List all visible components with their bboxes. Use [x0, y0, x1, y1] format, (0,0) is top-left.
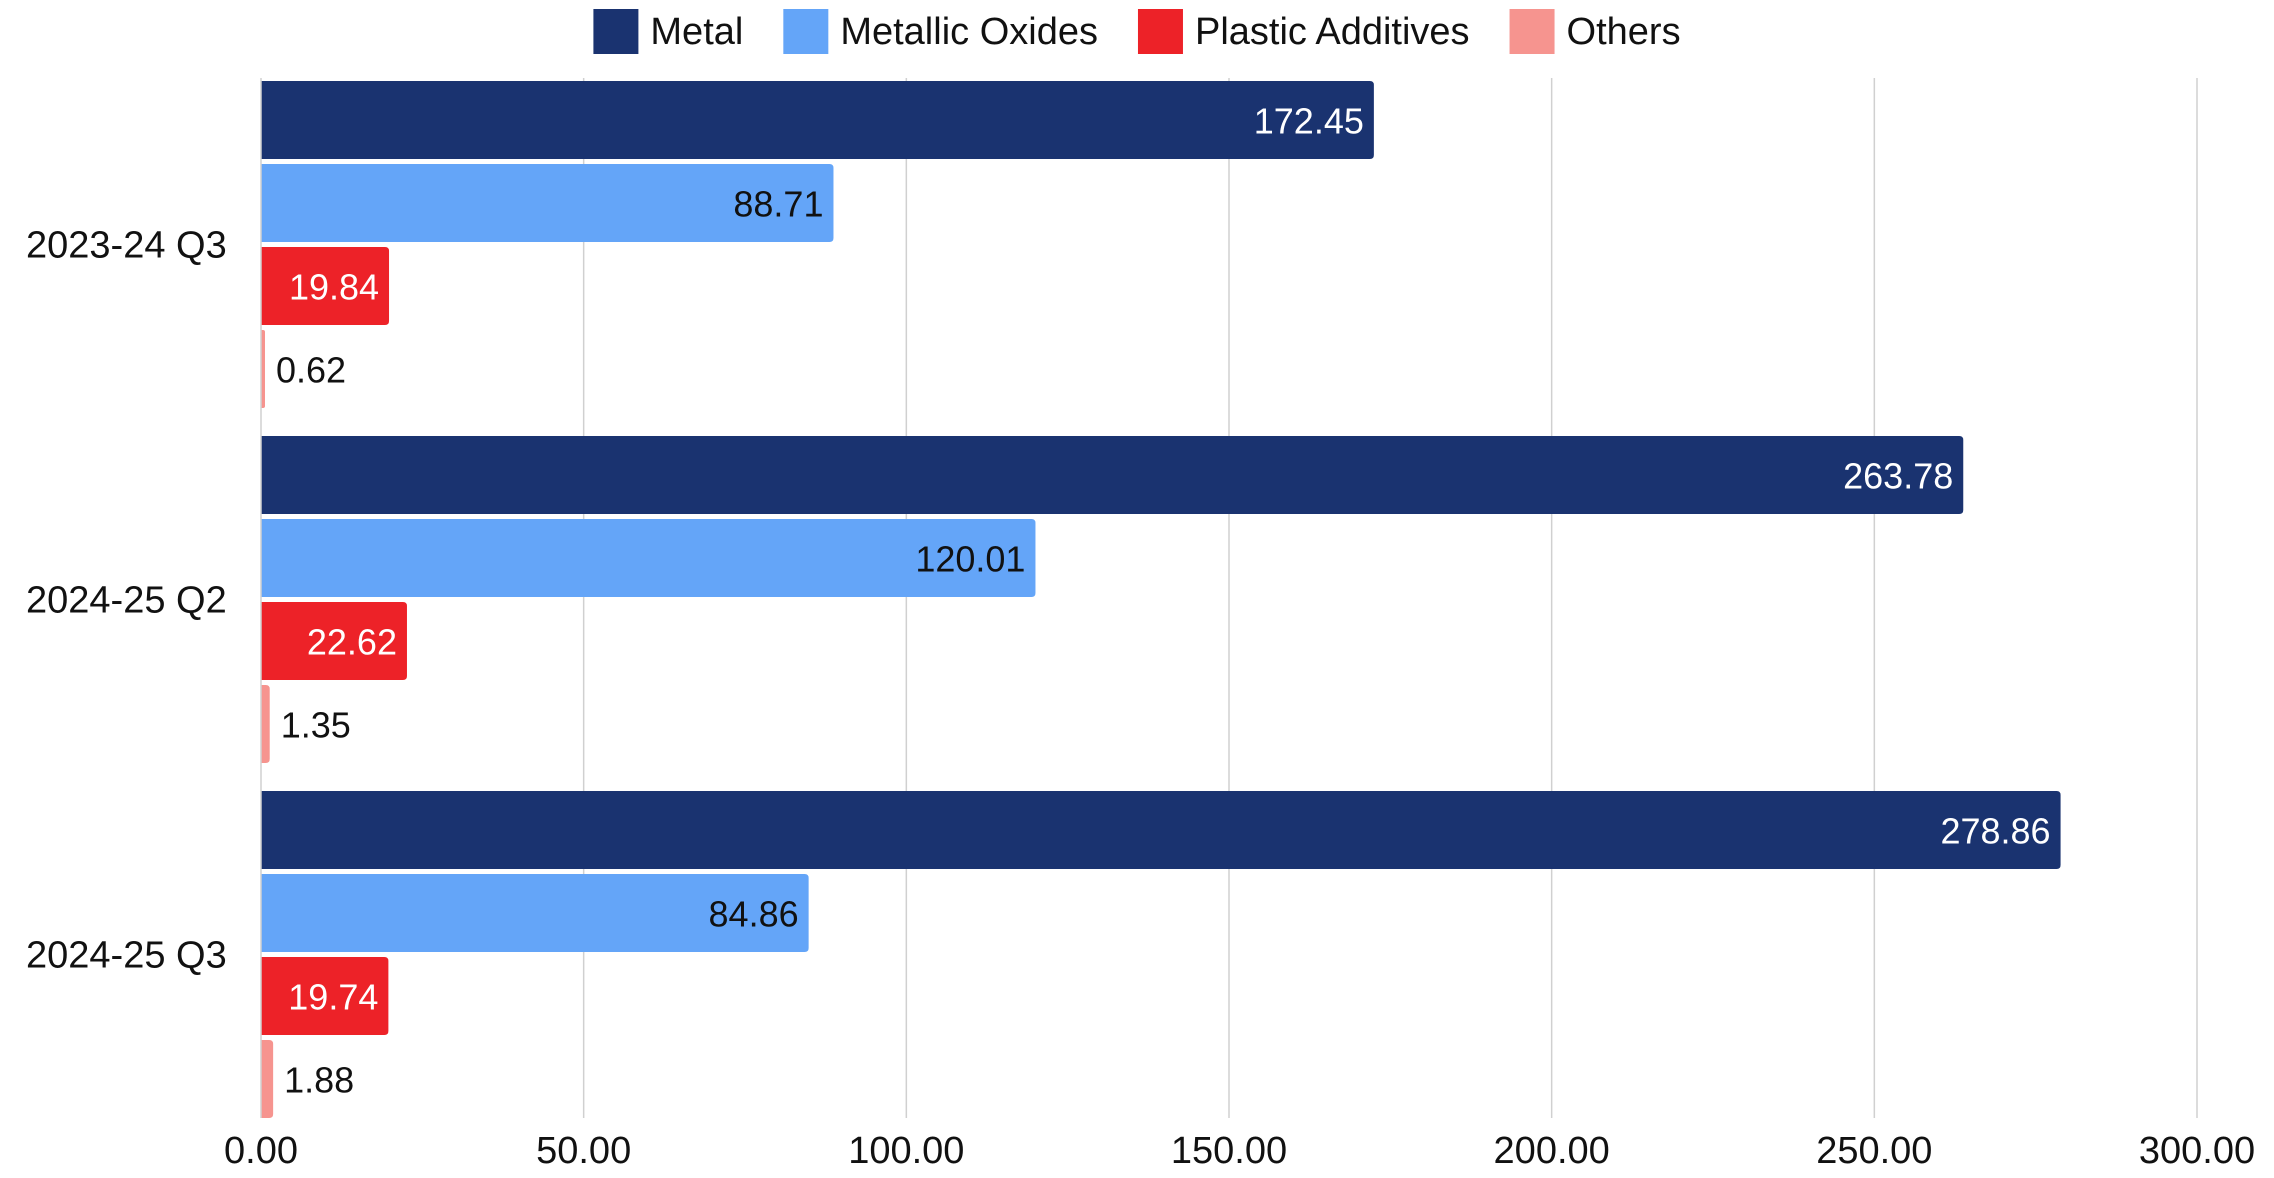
legend-label: Metal [650, 11, 743, 53]
data-label: 88.71 [733, 184, 823, 225]
legend-swatch [1137, 9, 1183, 54]
data-label: 263.78 [1843, 456, 1953, 497]
data-label: 0.62 [276, 350, 346, 391]
legend-swatch [1509, 9, 1555, 54]
legend-label: Metallic Oxides [840, 11, 1098, 53]
x-tick-label: 0.00 [224, 1130, 298, 1172]
data-label: 84.86 [709, 894, 799, 935]
category-label: 2024-25 Q2 [26, 580, 227, 622]
bar-metallic-oxides [261, 519, 1036, 597]
data-label: 120.01 [915, 539, 1025, 580]
x-tick-label: 300.00 [2139, 1130, 2255, 1172]
legend[interactable]: Metal Metallic Oxides Plastic Additives Oth… [593, 9, 1681, 54]
x-tick-label: 250.00 [1816, 1130, 1932, 1172]
bar-metal [261, 436, 1964, 514]
bar-others [261, 330, 266, 408]
data-label: 1.88 [284, 1060, 354, 1101]
data-label: 278.86 [1940, 811, 2050, 852]
x-tick-label: 50.00 [536, 1130, 631, 1172]
bar-plastic-additives [261, 957, 389, 1035]
data-label: 19.84 [289, 267, 379, 308]
legend-label: Plastic Additives [1195, 11, 1470, 53]
legend-swatch [783, 9, 829, 54]
bar-metal [261, 81, 1374, 159]
x-tick-label: 200.00 [1494, 1130, 1610, 1172]
bar-metal [261, 791, 2061, 869]
legend-item-metallic-oxides[interactable]: Metallic Oxides [783, 9, 1098, 54]
bar-plastic-additives [261, 602, 407, 680]
bar-others [261, 1040, 274, 1118]
legend-item-others[interactable]: Others [1509, 9, 1681, 54]
data-label: 19.74 [288, 977, 378, 1018]
data-label: 172.45 [1254, 101, 1364, 142]
x-tick-label: 100.00 [848, 1130, 964, 1172]
legend-label: Others [1567, 11, 1681, 53]
bar-others [261, 685, 270, 763]
bar-metallic-oxides [261, 874, 809, 952]
legend-item-plastic-additives[interactable]: Plastic Additives [1137, 9, 1470, 54]
bar-metallic-oxides [261, 164, 834, 242]
category-label: 2023-24 Q3 [26, 225, 227, 267]
data-label: 22.62 [307, 622, 397, 663]
bars: 172.45 88.71 19.84 0.62 263.78 120.01 22.62 1.3… [261, 81, 2061, 1118]
bar-plastic-additives [261, 247, 390, 325]
category-label: 2024-25 Q3 [26, 935, 227, 977]
axes: 0.00 50.00 100.00 150.00 200.00 250.00 300.00 2… [26, 78, 2255, 1172]
legend-swatch [593, 9, 639, 54]
x-tick-label: 150.00 [1171, 1130, 1287, 1172]
legend-item-metal[interactable]: Metal [593, 9, 743, 54]
data-label: 1.35 [281, 705, 351, 746]
